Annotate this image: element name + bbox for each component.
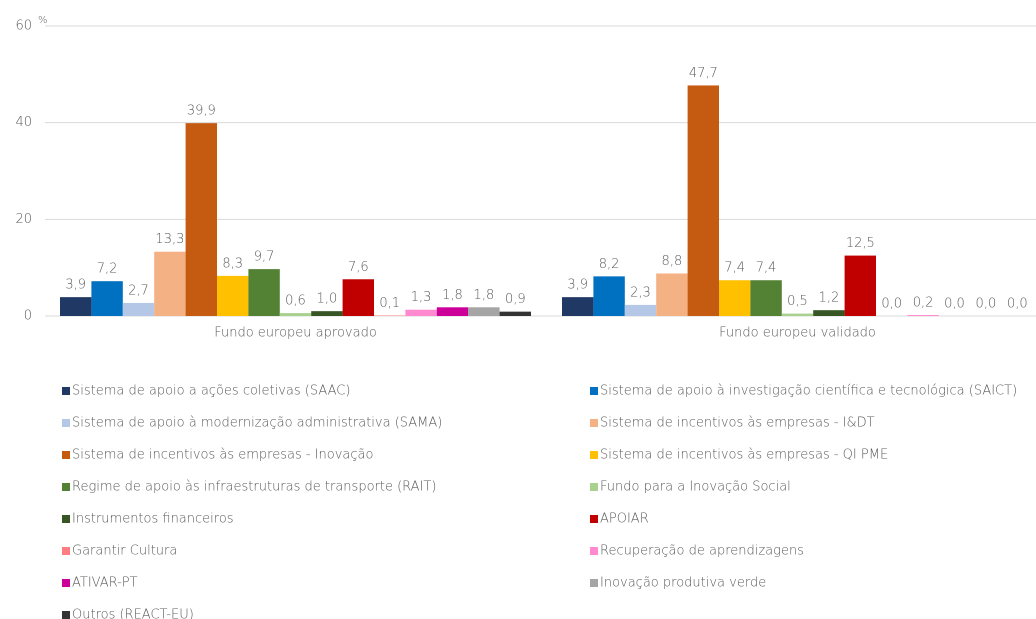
value-label: 8,3 bbox=[222, 256, 243, 271]
value-label: 0,9 bbox=[505, 292, 526, 307]
legend-label: Inovação produtiva verde bbox=[600, 576, 766, 591]
value-label: 47,7 bbox=[689, 66, 718, 81]
legend-swatch bbox=[62, 611, 70, 619]
bar bbox=[813, 310, 845, 316]
y-axis-label: % bbox=[38, 15, 48, 26]
value-label: 3,9 bbox=[65, 278, 86, 293]
value-label: 7,6 bbox=[348, 260, 369, 275]
legend-swatch bbox=[590, 451, 598, 459]
y-tick-label: 60 bbox=[15, 19, 32, 34]
bar bbox=[122, 302, 155, 316]
bar bbox=[436, 307, 469, 316]
value-label: 8,2 bbox=[599, 257, 620, 272]
value-label: 0,0 bbox=[881, 297, 902, 312]
legend-label: Sistema de apoio à modernização administ… bbox=[72, 416, 442, 431]
x-tick-label: Fundo europeu validado bbox=[719, 326, 876, 341]
legend-label: Fundo para a Inovação Social bbox=[600, 480, 791, 495]
bar bbox=[185, 123, 217, 317]
bar bbox=[342, 279, 374, 316]
legend-swatch bbox=[590, 387, 598, 395]
value-label: 9,7 bbox=[254, 250, 275, 265]
value-label: 1,8 bbox=[474, 288, 495, 303]
x-tick-label: Fundo europeu aprovado bbox=[214, 326, 377, 341]
bar bbox=[624, 304, 657, 316]
legend-swatch bbox=[590, 483, 598, 491]
bar bbox=[91, 281, 123, 316]
value-label: 1,8 bbox=[442, 288, 463, 303]
value-label: 0,2 bbox=[913, 296, 934, 311]
bar bbox=[844, 255, 876, 316]
value-label: 39,9 bbox=[187, 104, 216, 119]
bar bbox=[405, 309, 437, 316]
legend-swatch bbox=[62, 387, 70, 395]
legend-label: Instrumentos financeiros bbox=[72, 512, 234, 527]
legend-swatch bbox=[590, 579, 598, 587]
bar bbox=[719, 280, 751, 316]
legend-swatch bbox=[62, 483, 70, 491]
legend-label: Sistema de apoio a ações coletivas (SAAC… bbox=[72, 384, 350, 399]
legend-swatch bbox=[62, 579, 70, 587]
value-label: 2,7 bbox=[128, 283, 149, 298]
value-label: 3,9 bbox=[567, 278, 588, 293]
bar bbox=[907, 315, 939, 316]
legend-swatch bbox=[590, 547, 598, 555]
legend-label: Sistema de incentivos às empresas - QI P… bbox=[600, 448, 888, 463]
value-label: 13,3 bbox=[155, 232, 184, 247]
legend-swatch bbox=[590, 419, 598, 427]
y-tick-label: 0 bbox=[24, 309, 32, 324]
value-label: 7,2 bbox=[97, 262, 118, 277]
value-label: 2,3 bbox=[630, 285, 651, 300]
bar bbox=[468, 307, 500, 316]
legend-label: Outros (REACT-EU) bbox=[72, 608, 194, 619]
value-label: 1,0 bbox=[317, 292, 338, 307]
bar bbox=[60, 297, 92, 316]
legend-label: Recuperação de aprendizagens bbox=[600, 544, 804, 559]
bar bbox=[311, 311, 343, 316]
legend-swatch bbox=[62, 547, 70, 555]
value-label: 7,4 bbox=[724, 261, 745, 276]
legend-label: APOIAR bbox=[600, 512, 649, 527]
value-label: 0,0 bbox=[976, 297, 997, 312]
bar bbox=[687, 85, 719, 316]
legend-label: Regime de apoio às infraestruturas de tr… bbox=[72, 480, 436, 495]
legend-label: Sistema de incentivos às empresas - I&DT bbox=[600, 416, 875, 431]
value-label: 0,6 bbox=[285, 294, 306, 309]
value-label: 8,8 bbox=[662, 254, 683, 269]
legend-swatch bbox=[62, 451, 70, 459]
value-label: 0,1 bbox=[379, 296, 400, 311]
value-label: 0,0 bbox=[1007, 297, 1028, 312]
bar bbox=[279, 313, 312, 316]
value-label: 0,5 bbox=[787, 294, 808, 309]
value-label: 0,0 bbox=[944, 297, 965, 312]
value-label: 12,5 bbox=[846, 236, 875, 251]
legend-label: ATIVAR-PT bbox=[72, 576, 138, 591]
bar bbox=[154, 251, 186, 316]
y-tick-label: 20 bbox=[15, 212, 32, 227]
bar bbox=[656, 273, 688, 316]
value-label: 7,4 bbox=[756, 261, 777, 276]
bar bbox=[499, 311, 531, 316]
bar bbox=[217, 275, 249, 316]
bar bbox=[562, 297, 594, 316]
value-label: 1,3 bbox=[411, 290, 432, 305]
bar bbox=[750, 280, 782, 316]
y-tick-label: 40 bbox=[15, 115, 32, 130]
bar bbox=[248, 269, 280, 316]
legend-label: Garantir Cultura bbox=[72, 544, 177, 559]
bar bbox=[781, 313, 814, 316]
legend-label: Sistema de incentivos às empresas - Inov… bbox=[72, 448, 373, 463]
legend-swatch bbox=[590, 515, 598, 523]
legend-label: Sistema de apoio à investigação científi… bbox=[600, 384, 1017, 399]
legend-swatch bbox=[62, 515, 70, 523]
legend-swatch bbox=[62, 419, 70, 427]
value-label: 1,2 bbox=[819, 291, 840, 306]
bar bbox=[593, 276, 625, 316]
